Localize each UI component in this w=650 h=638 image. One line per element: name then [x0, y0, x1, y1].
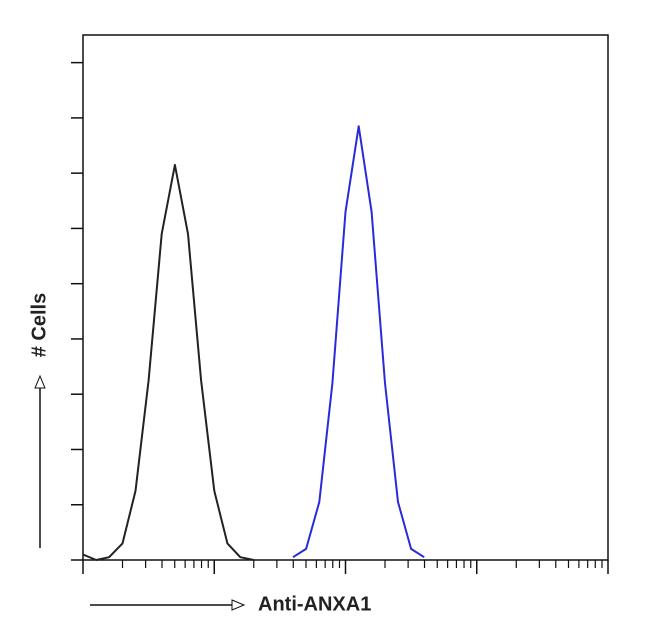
histogram-line — [292, 125, 425, 559]
x-axis-label: Anti-ANXA1 — [258, 593, 371, 615]
histogram-line — [82, 163, 255, 561]
plot-frame — [82, 34, 609, 561]
y-arrowhead — [34, 374, 46, 389]
x-arrowhead — [231, 599, 246, 611]
y-axis-label: # Cells — [28, 293, 50, 357]
